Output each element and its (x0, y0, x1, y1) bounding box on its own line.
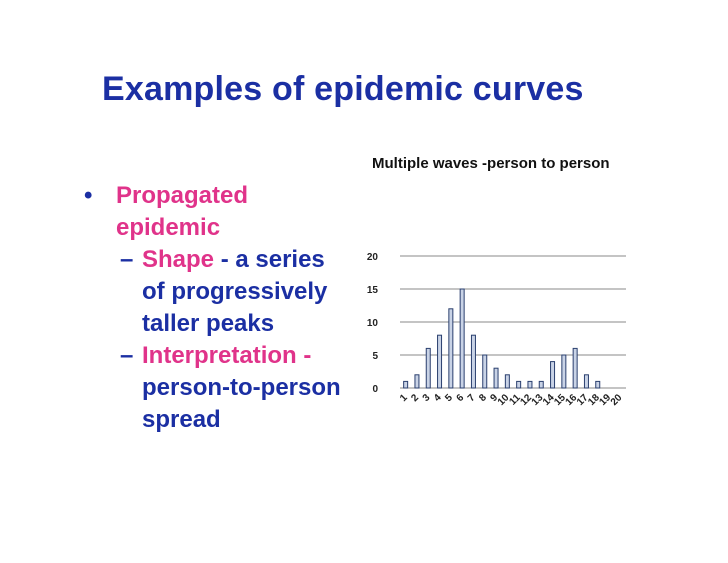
x-tick-label: 1 (398, 392, 410, 404)
slide-title: Examples of epidemic curves (102, 70, 584, 108)
bar (538, 380, 544, 389)
interpretation-description: person-to-person spread (142, 374, 341, 433)
bar (583, 374, 589, 389)
bullet-list: • Propagated epidemic – Shape - a series… (82, 180, 352, 436)
x-tick-label: 4 (432, 392, 444, 404)
bar (470, 334, 476, 389)
x-tick-label: 8 (477, 392, 489, 404)
dash-icon: – (120, 246, 134, 273)
y-tick-label: 10 (367, 318, 379, 329)
x-tick-label: 5 (443, 392, 455, 404)
bullet-propagated: • Propagated epidemic (82, 180, 352, 244)
bar (437, 334, 443, 389)
bar (516, 380, 522, 389)
bar (414, 374, 420, 389)
bar (448, 308, 454, 389)
dash-icon: – (120, 342, 134, 369)
bar (527, 380, 533, 389)
y-tick-label: 5 (372, 351, 378, 362)
shape-description: - a series of progressively taller peaks (142, 246, 328, 337)
bar (504, 374, 510, 389)
x-tick-label: 20 (609, 392, 625, 408)
x-tick-label: 2 (409, 392, 421, 404)
bar (572, 347, 578, 389)
y-tick-label: 20 (367, 252, 379, 263)
bar (561, 354, 567, 389)
bullet-dot-icon: • (84, 182, 93, 209)
sub-bullet-shape: – Shape - a series of progressively tall… (82, 244, 352, 340)
bar (550, 361, 556, 389)
bar (403, 380, 409, 389)
x-tick-label: 6 (455, 392, 467, 404)
x-tick-label: 7 (466, 392, 478, 404)
bullet-main-text: Propagated epidemic (116, 182, 249, 241)
shape-keyword: Shape (142, 246, 215, 273)
y-tick-label: 15 (367, 285, 379, 296)
x-tick-label: 3 (421, 392, 433, 404)
bar (459, 288, 465, 389)
y-tick-label: 0 (372, 384, 378, 395)
bar (482, 354, 488, 389)
chart-title: Multiple waves -person to person (372, 155, 610, 172)
interpretation-keyword: Interpretation - (142, 342, 312, 369)
sub-bullet-interpretation: – Interpretation - person-to-person spre… (82, 340, 352, 436)
bar (493, 367, 499, 389)
bar (425, 347, 431, 389)
bar (595, 380, 601, 389)
